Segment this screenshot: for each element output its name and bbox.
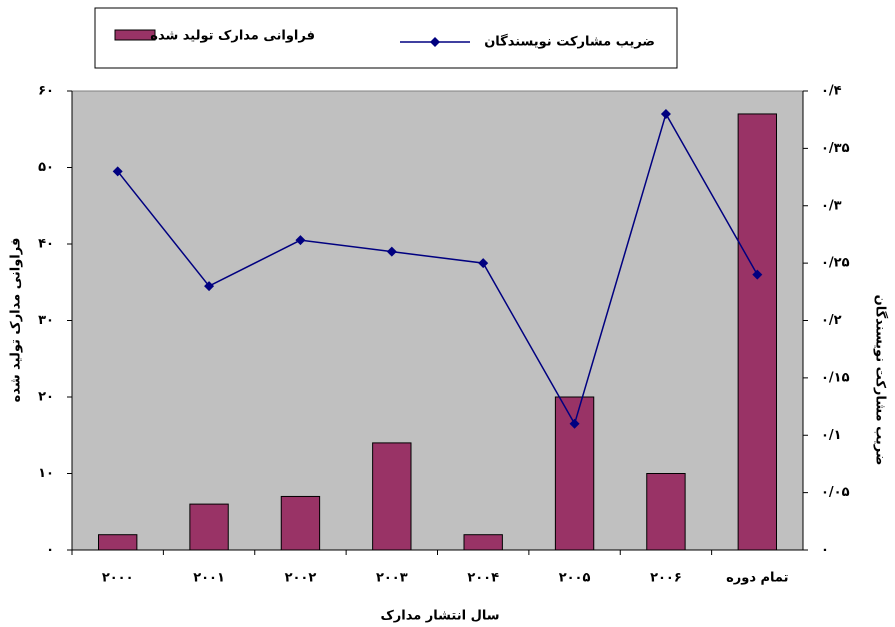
legend-swatch <box>114 29 156 41</box>
bar <box>463 534 503 551</box>
bar <box>372 442 412 551</box>
x-tick-label: ۲۰۰۰ <box>102 571 134 586</box>
x-tick-label: ۲۰۰۴ <box>467 571 499 586</box>
y2-tick-label: ۰/۲ <box>821 313 842 328</box>
line-marker <box>112 166 123 177</box>
legend-marker <box>430 37 440 47</box>
y2-tick-label: ۰/۱۵ <box>821 370 850 385</box>
y2-tick-label: ۰/۰۵ <box>821 485 850 500</box>
y-tick-label: ۶۰ <box>38 84 54 99</box>
x-axis-title: سال انتشار مدارک <box>380 609 499 624</box>
plot-area <box>71 90 804 551</box>
x-tick-label: ۲۰۰۶ <box>650 571 682 586</box>
line-marker <box>478 258 489 269</box>
y-tick-label: ۳۰ <box>38 313 54 328</box>
y2-tick-label: ۰ <box>821 543 829 558</box>
legend-box <box>94 7 678 69</box>
y-tick-label: ۲۰ <box>38 390 54 405</box>
line-marker <box>386 246 397 257</box>
line <box>117 112 758 426</box>
legend-label: فراوانی مدارک تولید شده <box>150 29 315 44</box>
line-marker <box>204 281 215 292</box>
x-tick-label: تمام دوره <box>726 571 788 586</box>
bar <box>737 113 778 551</box>
y-tick-label: ۰ <box>46 543 54 558</box>
bar <box>280 495 321 551</box>
y2-tick-label: ۰/۴ <box>821 84 842 99</box>
y2-axis-title: ضریب مشارکت نویسندگان <box>873 295 889 466</box>
y-tick-label: ۱۰ <box>38 466 54 481</box>
y-tick-label: ۵۰ <box>38 160 54 175</box>
y2-tick-label: ۰/۲۵ <box>821 256 850 271</box>
bar <box>97 534 138 551</box>
y2-tick-label: ۰/۱ <box>821 428 842 443</box>
y-tick-label: ۴۰ <box>38 237 54 252</box>
y2-tick-label: ۰/۳ <box>821 198 842 213</box>
line-marker <box>660 108 671 119</box>
legend-label: ضریب مشارکت نویسندگان <box>484 34 655 50</box>
x-tick-label: ۲۰۰۱ <box>193 571 225 586</box>
bar <box>646 473 686 551</box>
line-marker <box>569 418 580 429</box>
bar <box>189 503 229 551</box>
x-tick-label: ۲۰۰۳ <box>376 571 408 586</box>
y2-tick-label: ۰/۳۵ <box>821 141 850 156</box>
line-marker <box>752 269 763 280</box>
x-tick-label: ۲۰۰۲ <box>285 571 317 586</box>
x-tick-label: ۲۰۰۵ <box>559 571 591 586</box>
y-axis-title: فراوانی مدارک تولید شده <box>9 238 24 403</box>
line-marker <box>295 235 306 246</box>
